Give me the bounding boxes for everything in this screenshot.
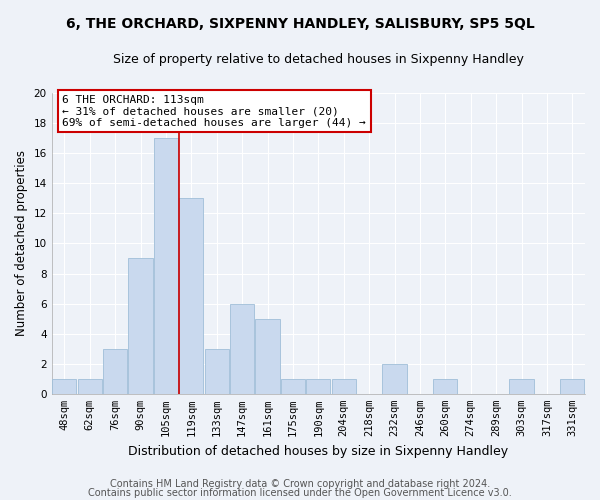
- Bar: [281, 379, 305, 394]
- Bar: [103, 348, 127, 394]
- Bar: [154, 138, 178, 394]
- Bar: [509, 379, 533, 394]
- Bar: [128, 258, 152, 394]
- Text: 6 THE ORCHARD: 113sqm
← 31% of detached houses are smaller (20)
69% of semi-deta: 6 THE ORCHARD: 113sqm ← 31% of detached …: [62, 94, 366, 128]
- Bar: [433, 379, 457, 394]
- Bar: [560, 379, 584, 394]
- Text: 6, THE ORCHARD, SIXPENNY HANDLEY, SALISBURY, SP5 5QL: 6, THE ORCHARD, SIXPENNY HANDLEY, SALISB…: [65, 18, 535, 32]
- Bar: [382, 364, 407, 394]
- Text: Contains public sector information licensed under the Open Government Licence v3: Contains public sector information licen…: [88, 488, 512, 498]
- X-axis label: Distribution of detached houses by size in Sixpenny Handley: Distribution of detached houses by size …: [128, 444, 508, 458]
- Bar: [256, 318, 280, 394]
- Bar: [52, 379, 76, 394]
- Y-axis label: Number of detached properties: Number of detached properties: [15, 150, 28, 336]
- Text: Contains HM Land Registry data © Crown copyright and database right 2024.: Contains HM Land Registry data © Crown c…: [110, 479, 490, 489]
- Title: Size of property relative to detached houses in Sixpenny Handley: Size of property relative to detached ho…: [113, 52, 524, 66]
- Bar: [230, 304, 254, 394]
- Bar: [205, 348, 229, 394]
- Bar: [306, 379, 331, 394]
- Bar: [179, 198, 203, 394]
- Bar: [332, 379, 356, 394]
- Bar: [77, 379, 102, 394]
